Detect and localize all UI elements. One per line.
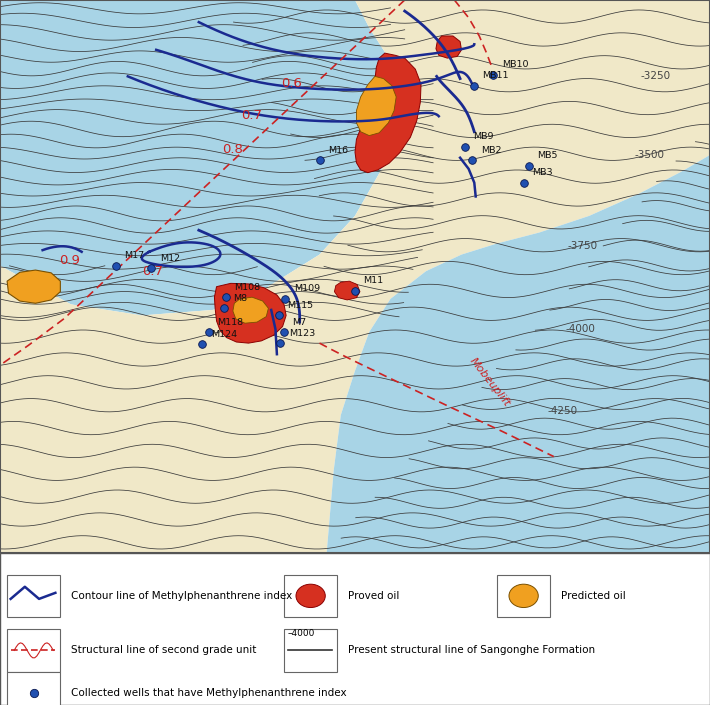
Text: M108: M108 — [234, 283, 261, 292]
Ellipse shape — [509, 584, 538, 608]
Polygon shape — [356, 76, 396, 135]
Text: M109: M109 — [294, 284, 320, 293]
Text: Collected wells that have Methylphenanthrene index: Collected wells that have Methylphenanth… — [71, 688, 346, 698]
Text: MB2: MB2 — [481, 146, 501, 155]
Polygon shape — [436, 36, 462, 58]
Text: Structural line of second grade unit: Structural line of second grade unit — [71, 646, 256, 656]
Polygon shape — [334, 281, 360, 300]
Text: M16: M16 — [328, 146, 348, 155]
Text: 0.7: 0.7 — [142, 264, 163, 278]
Text: M11: M11 — [364, 276, 383, 285]
Text: 0.8: 0.8 — [222, 143, 243, 156]
Polygon shape — [355, 53, 421, 173]
Text: -3750: -3750 — [567, 241, 597, 251]
Text: -4250: -4250 — [547, 406, 577, 416]
Text: M123: M123 — [289, 329, 315, 338]
Text: 0.9: 0.9 — [59, 254, 80, 266]
Text: -3250: -3250 — [641, 71, 671, 81]
Bar — [497, 575, 550, 617]
Text: –4000: –4000 — [288, 630, 315, 638]
Ellipse shape — [296, 584, 325, 608]
Text: M115: M115 — [288, 301, 314, 310]
Polygon shape — [7, 270, 60, 303]
Text: M124: M124 — [211, 330, 237, 338]
Polygon shape — [0, 0, 398, 315]
Bar — [7, 575, 60, 617]
Text: Present structural line of Sangonghe Formation: Present structural line of Sangonghe For… — [348, 646, 595, 656]
Polygon shape — [214, 283, 286, 343]
Text: -4000: -4000 — [566, 324, 596, 334]
Text: M12: M12 — [160, 254, 180, 263]
Text: MB5: MB5 — [537, 152, 558, 161]
Text: 0.7: 0.7 — [241, 109, 263, 121]
Text: MB10: MB10 — [502, 60, 528, 69]
Bar — [284, 629, 337, 672]
Text: Predicted oil: Predicted oil — [561, 591, 626, 601]
Text: M118: M118 — [217, 317, 244, 326]
Text: -3500: -3500 — [635, 150, 665, 160]
Polygon shape — [233, 298, 268, 323]
Text: 0.6: 0.6 — [280, 77, 302, 90]
Polygon shape — [0, 0, 710, 553]
Bar — [284, 575, 337, 617]
Text: MB3: MB3 — [532, 168, 553, 177]
Text: MB9: MB9 — [474, 132, 494, 141]
Text: MB11: MB11 — [482, 71, 508, 80]
Text: M8: M8 — [233, 294, 247, 302]
Text: Proved oil: Proved oil — [348, 591, 399, 601]
Polygon shape — [327, 0, 710, 553]
Text: M17: M17 — [124, 251, 144, 260]
Bar — [7, 672, 60, 705]
Text: M7: M7 — [293, 317, 307, 326]
Text: Mobeuplift: Mobeuplift — [468, 355, 512, 408]
Text: Contour line of Methylphenanthrene index: Contour line of Methylphenanthrene index — [71, 591, 293, 601]
Bar — [7, 629, 60, 672]
